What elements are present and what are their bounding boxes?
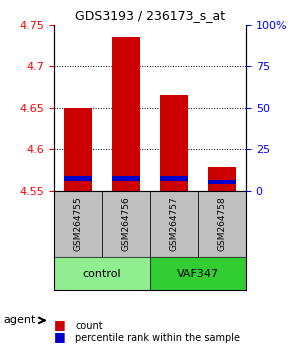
- Bar: [112, 176, 140, 181]
- Bar: [112, 37, 140, 191]
- FancyBboxPatch shape: [198, 191, 246, 257]
- Bar: [64, 108, 92, 191]
- FancyBboxPatch shape: [54, 191, 102, 257]
- Text: ■: ■: [54, 318, 66, 331]
- FancyBboxPatch shape: [150, 257, 246, 290]
- Text: percentile rank within the sample: percentile rank within the sample: [75, 333, 240, 343]
- Bar: [160, 176, 188, 181]
- Bar: [64, 176, 92, 181]
- Text: control: control: [83, 269, 121, 279]
- FancyBboxPatch shape: [54, 257, 150, 290]
- Text: GSM264757: GSM264757: [169, 196, 178, 251]
- Title: GDS3193 / 236173_s_at: GDS3193 / 236173_s_at: [75, 9, 225, 22]
- Text: count: count: [75, 321, 103, 331]
- FancyBboxPatch shape: [150, 191, 198, 257]
- Bar: [208, 180, 236, 184]
- Text: GSM264756: GSM264756: [122, 196, 130, 251]
- Bar: [208, 167, 236, 191]
- Text: GSM264758: GSM264758: [218, 196, 226, 251]
- Text: GSM264755: GSM264755: [74, 196, 82, 251]
- Text: agent: agent: [3, 315, 35, 325]
- FancyBboxPatch shape: [102, 191, 150, 257]
- Bar: [160, 95, 188, 191]
- Text: VAF347: VAF347: [177, 269, 219, 279]
- Text: ■: ■: [54, 330, 66, 343]
